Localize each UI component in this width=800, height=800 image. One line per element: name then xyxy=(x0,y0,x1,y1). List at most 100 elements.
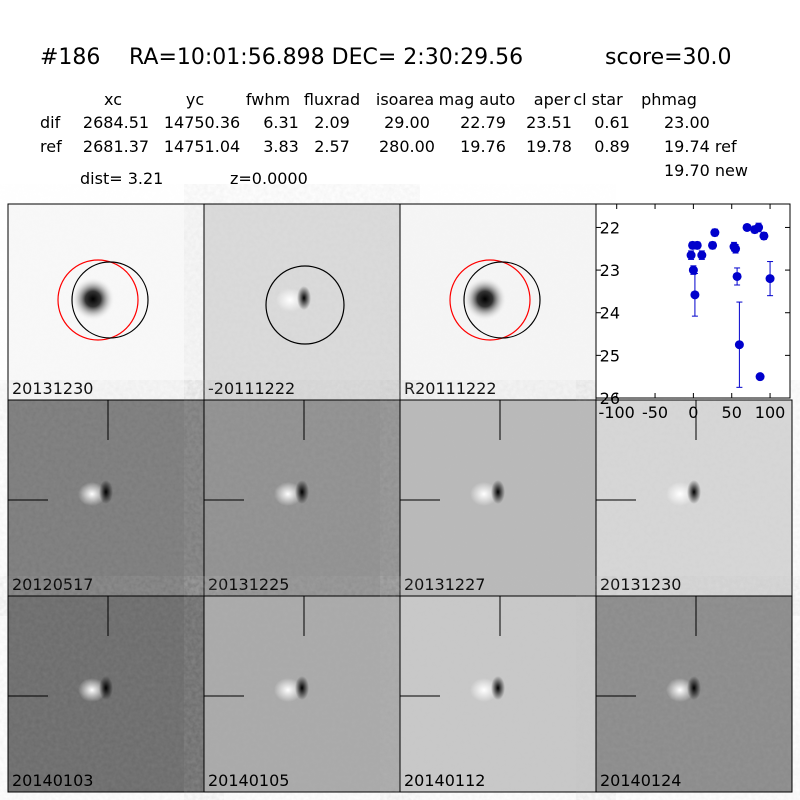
table-cell: 23.00 xyxy=(664,113,710,132)
black-circle xyxy=(463,261,541,339)
panel-label: 20131230 xyxy=(600,575,681,594)
data-point xyxy=(688,265,698,275)
y-tick-label: 25 xyxy=(600,346,620,365)
panel-label: 20131230 xyxy=(12,379,93,398)
y-tick-label: 23 xyxy=(600,261,620,280)
data-point xyxy=(731,244,741,254)
table-cell: 2681.37 xyxy=(83,137,149,156)
data-point xyxy=(759,231,769,241)
black-circle xyxy=(265,265,345,345)
table-cell: 2.09 xyxy=(314,113,350,132)
dipole-positive xyxy=(666,482,694,506)
plot-area xyxy=(595,203,791,399)
table-cell: 14751.04 xyxy=(164,137,240,156)
dipole-negative xyxy=(687,480,701,504)
light-curve: 22 23 24 25 26-100 -50 0 50 100 xyxy=(595,203,791,422)
panel-label: 20131227 xyxy=(404,575,485,594)
table-cell: 2.57 xyxy=(314,137,350,156)
panel-label: 20140112 xyxy=(404,771,485,790)
x-tick-label: -100 xyxy=(599,403,635,422)
table-cell: 280.00 xyxy=(379,137,435,156)
dipole-positive xyxy=(470,482,498,506)
panel-label: 20140103 xyxy=(12,771,93,790)
panel-label: 20120517 xyxy=(12,575,93,594)
data-point xyxy=(754,222,764,232)
table-cell: 19.74 ref xyxy=(664,137,737,156)
red-circle xyxy=(57,259,139,341)
dipole-positive xyxy=(78,678,106,702)
data-point xyxy=(742,222,752,232)
extra-mag: 19.70 new xyxy=(664,161,748,180)
column-header: cl star xyxy=(573,90,623,109)
dipole-negative xyxy=(491,480,505,504)
table-cell: 19.78 xyxy=(526,137,572,156)
data-point xyxy=(708,240,718,250)
table-cell: 0.89 xyxy=(594,137,630,156)
panel-label: 20140105 xyxy=(208,771,289,790)
dipole-positive xyxy=(274,482,302,506)
data-point xyxy=(755,372,765,382)
data-point xyxy=(692,240,702,250)
dipole-positive xyxy=(276,288,304,312)
table-cell: 19.76 xyxy=(460,137,506,156)
red-circle xyxy=(449,259,531,341)
column-header: isoarea xyxy=(376,90,434,109)
dipole-negative xyxy=(99,676,113,700)
candidate-id: #186 xyxy=(40,45,100,70)
table-cell: 2684.51 xyxy=(83,113,149,132)
panel-label: 20140124 xyxy=(600,771,681,790)
column-header: phmag xyxy=(641,90,697,109)
coordinates: RA=10:01:56.898 DEC= 2:30:29.56 xyxy=(129,45,523,70)
data-point xyxy=(732,271,742,281)
panel-label: -20111222 xyxy=(208,379,295,398)
dipole-positive xyxy=(274,678,302,702)
dist: dist= 3.21 xyxy=(80,169,163,188)
panel-border xyxy=(595,595,793,793)
table-cell: 6.31 xyxy=(263,113,299,132)
panel-label: R20111222 xyxy=(404,379,497,398)
table-cell: 29.00 xyxy=(384,113,430,132)
x-tick-label: 100 xyxy=(755,403,786,422)
z: z=0.0000 xyxy=(230,169,308,188)
y-tick-label: 22 xyxy=(600,218,620,237)
table-cell: 14750.36 xyxy=(164,113,240,132)
dipole-negative xyxy=(99,480,113,504)
score: score=30.0 xyxy=(605,45,732,70)
dipole-positive xyxy=(666,678,694,702)
data-point xyxy=(690,290,700,300)
dipole-negative xyxy=(295,676,309,700)
table-cell: dif xyxy=(40,113,61,132)
table-cell: 23.51 xyxy=(526,113,572,132)
data-point xyxy=(710,228,720,238)
y-tick-label: 26 xyxy=(600,389,620,408)
dipole-negative xyxy=(687,676,701,700)
table-cell: 22.79 xyxy=(460,113,506,132)
table-cell: 3.83 xyxy=(263,137,299,156)
table-cell: ref xyxy=(40,137,62,156)
table-cell: 0.61 xyxy=(594,113,630,132)
x-tick-label: 0 xyxy=(688,403,698,422)
black-circle xyxy=(71,261,149,339)
star xyxy=(71,277,115,321)
data-point xyxy=(697,250,707,260)
column-header: xc xyxy=(104,90,122,109)
dipole-negative xyxy=(297,286,311,310)
dipole-negative xyxy=(491,676,505,700)
dipole-positive xyxy=(470,678,498,702)
column-header: mag auto xyxy=(439,90,516,109)
data-point xyxy=(765,274,775,284)
column-header: yc xyxy=(186,90,204,109)
y-tick-label: 24 xyxy=(600,304,620,323)
dipole-negative xyxy=(295,480,309,504)
data-point xyxy=(734,340,744,350)
x-tick-label: 50 xyxy=(722,403,742,422)
data-point xyxy=(686,250,696,260)
panels: 20131230 -20111222 R20111222 20120517 201312… xyxy=(7,203,793,793)
star xyxy=(463,277,507,321)
column-header: fluxrad xyxy=(304,90,360,109)
x-tick-label: -50 xyxy=(642,403,668,422)
panel-label: 20131225 xyxy=(208,575,289,594)
column-header: aper xyxy=(534,90,571,109)
dipole-positive xyxy=(78,482,106,506)
